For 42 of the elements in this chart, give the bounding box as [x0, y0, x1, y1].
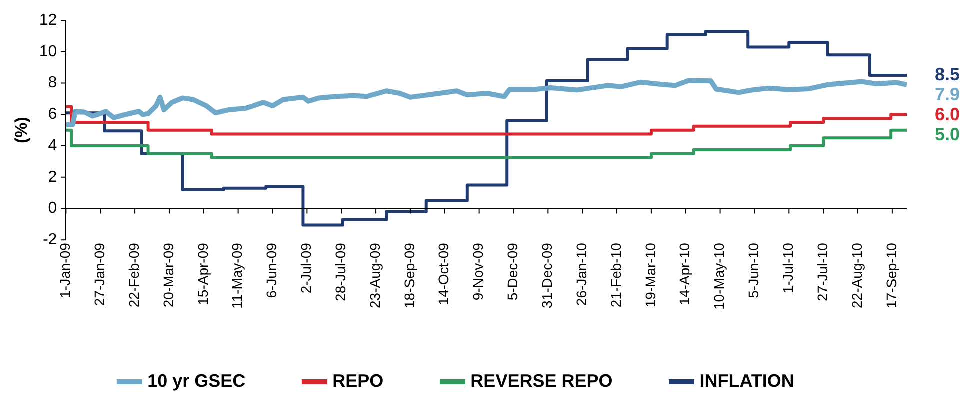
- x-tick-label: 14-Apr-10: [676, 242, 693, 306]
- x-tick-label: 27-Jul-10: [814, 242, 830, 302]
- y-tick-label: 10: [39, 43, 58, 60]
- x-tick-label: 28-Jul-09: [332, 242, 348, 302]
- x-tick-label: 20-Mar-09: [160, 242, 176, 308]
- x-tick-label: 2-Jul-09: [298, 242, 314, 294]
- x-tick-label: 26-Jan-10: [573, 242, 590, 306]
- y-axis-title: (%): [12, 117, 31, 144]
- data-label: 5.0: [935, 124, 960, 144]
- legend-label: REVERSE REPO: [470, 370, 613, 391]
- x-tick-label: 1-Jan-09: [57, 242, 74, 298]
- y-tick-label: 6: [48, 106, 58, 124]
- x-tick-label: 1-Jul-10: [780, 242, 796, 294]
- x-tick-label: 22-Aug-10: [848, 242, 865, 308]
- y-tick-label: 12: [39, 12, 58, 30]
- x-tick-label: 11-May-09: [229, 242, 246, 309]
- data-label: 8.5: [935, 64, 960, 84]
- legend-label: INFLATION: [700, 370, 794, 391]
- x-tick-label: 22-Feb-09: [126, 242, 142, 308]
- y-tick-label: -2: [42, 231, 58, 248]
- x-tick-label: 6-Jun-09: [264, 242, 280, 298]
- x-tick-label: 17-Sep-10: [883, 242, 900, 308]
- x-tick-label: 14-Oct-09: [436, 242, 452, 306]
- y-tick-label: 4: [48, 137, 58, 154]
- x-tick-label: 9-Nov-09: [470, 242, 486, 301]
- y-tick-label: 0: [48, 200, 58, 218]
- x-tick-label: 5-Dec-09: [504, 242, 521, 301]
- legend-label: REPO: [332, 370, 384, 391]
- x-tick-label: 19-Mar-10: [642, 242, 658, 308]
- x-tick-label: 15-Apr-09: [194, 242, 211, 306]
- x-tick-label: 21-Feb-10: [608, 242, 624, 308]
- x-tick-label: 23-Aug-09: [366, 242, 383, 308]
- x-tick-label: 31-Dec-09: [539, 242, 556, 308]
- x-tick-label: 27-Jan-09: [91, 242, 108, 306]
- x-tick-label: 5-Jun-10: [746, 242, 762, 298]
- x-tick-label: 18-Sep-09: [401, 242, 418, 308]
- legend-label: 10 yr GSEC: [148, 370, 246, 391]
- data-label: 7.9: [935, 84, 960, 104]
- x-tick-label: 10-May-10: [711, 242, 728, 310]
- y-tick-label: 2: [48, 168, 58, 186]
- y-tick-label: 8: [48, 74, 58, 92]
- data-label: 6.0: [935, 104, 960, 124]
